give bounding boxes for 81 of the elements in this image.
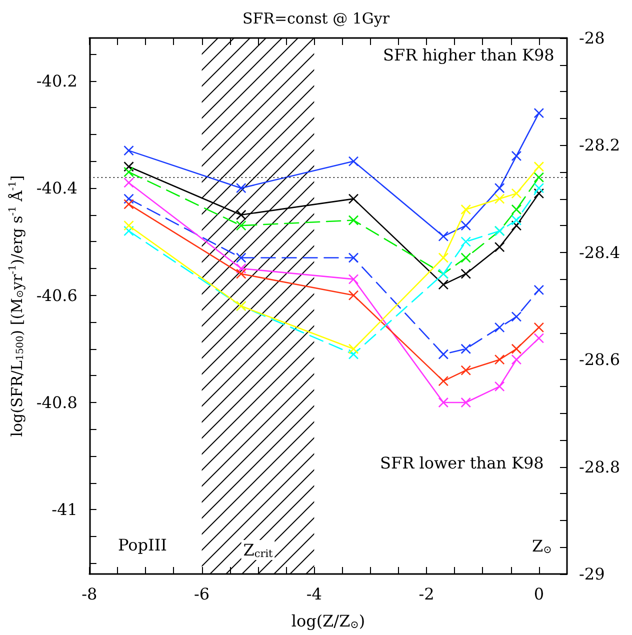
point <box>534 284 544 296</box>
annotation: SFR higher than K98 <box>383 46 554 64</box>
point <box>460 204 472 215</box>
point <box>348 290 359 300</box>
point <box>348 156 359 166</box>
y2-tick-label: -28 <box>579 28 605 48</box>
point <box>460 365 472 376</box>
point <box>124 178 134 188</box>
point <box>460 344 472 354</box>
point <box>511 344 522 354</box>
point <box>124 166 134 178</box>
point <box>511 220 522 231</box>
point <box>511 312 522 322</box>
point <box>460 252 472 263</box>
x-axis-title: log(Z/Z⊙) <box>291 612 366 631</box>
point <box>460 236 472 247</box>
y2-tick-label: -29 <box>579 564 605 584</box>
point <box>348 252 359 263</box>
point <box>494 354 505 365</box>
point <box>494 381 505 392</box>
point <box>460 397 472 408</box>
point <box>460 268 472 279</box>
text: log(SFR/L1500) [(M⊙yr-1)/erg s-1 Å-1] <box>8 175 26 437</box>
point <box>534 161 544 172</box>
point <box>236 268 246 279</box>
point <box>438 397 449 408</box>
point <box>124 194 134 204</box>
point <box>236 220 246 231</box>
y-tick-label: -40.8 <box>36 392 78 412</box>
point <box>124 226 134 236</box>
point <box>460 220 472 231</box>
point <box>534 333 544 344</box>
point <box>124 220 134 231</box>
point <box>236 182 246 194</box>
x-tick-label: -4 <box>306 584 322 604</box>
point <box>348 194 359 204</box>
point <box>494 194 505 204</box>
y2-tick-label: -28.6 <box>579 350 620 370</box>
point <box>438 252 449 263</box>
y2-tick-label: -28.8 <box>579 457 620 476</box>
x-tick-label: -6 <box>194 584 210 604</box>
point <box>438 376 449 386</box>
point <box>494 242 505 252</box>
point <box>511 188 522 199</box>
x-tick-label: -8 <box>82 584 98 604</box>
point <box>534 182 544 194</box>
point <box>236 263 246 274</box>
point <box>236 210 246 220</box>
point <box>348 344 359 354</box>
point <box>438 279 449 290</box>
y2-tick-label: -28.2 <box>579 136 620 155</box>
x-tick-label: -2 <box>418 584 434 604</box>
point <box>348 274 359 284</box>
y-tick-label: -40.4 <box>36 178 78 198</box>
annotation: SFR lower than K98 <box>380 454 544 472</box>
point <box>494 322 505 333</box>
point <box>494 182 505 194</box>
point <box>511 215 522 226</box>
annotation: PopIII <box>118 536 167 554</box>
point <box>236 252 246 263</box>
point <box>124 145 134 156</box>
y2-tick-label: -28.4 <box>579 242 620 262</box>
point <box>511 204 522 215</box>
x-tick-label: 0 <box>534 584 544 604</box>
point <box>348 349 359 360</box>
chart-title: SFR=const @ 1Gyr <box>242 10 390 28</box>
point <box>124 161 134 172</box>
point <box>348 215 359 226</box>
point <box>534 322 544 333</box>
y-tick-label: -41 <box>52 500 78 520</box>
point <box>438 231 449 242</box>
annotation: Z⊙ <box>532 536 552 556</box>
point <box>534 188 544 199</box>
point <box>511 150 522 162</box>
point <box>511 354 522 365</box>
point <box>438 349 449 360</box>
point <box>124 199 134 210</box>
point <box>534 108 544 118</box>
y-tick-label: -40.2 <box>36 71 78 90</box>
y-tick-label: -40.6 <box>36 286 78 305</box>
point <box>534 172 544 183</box>
